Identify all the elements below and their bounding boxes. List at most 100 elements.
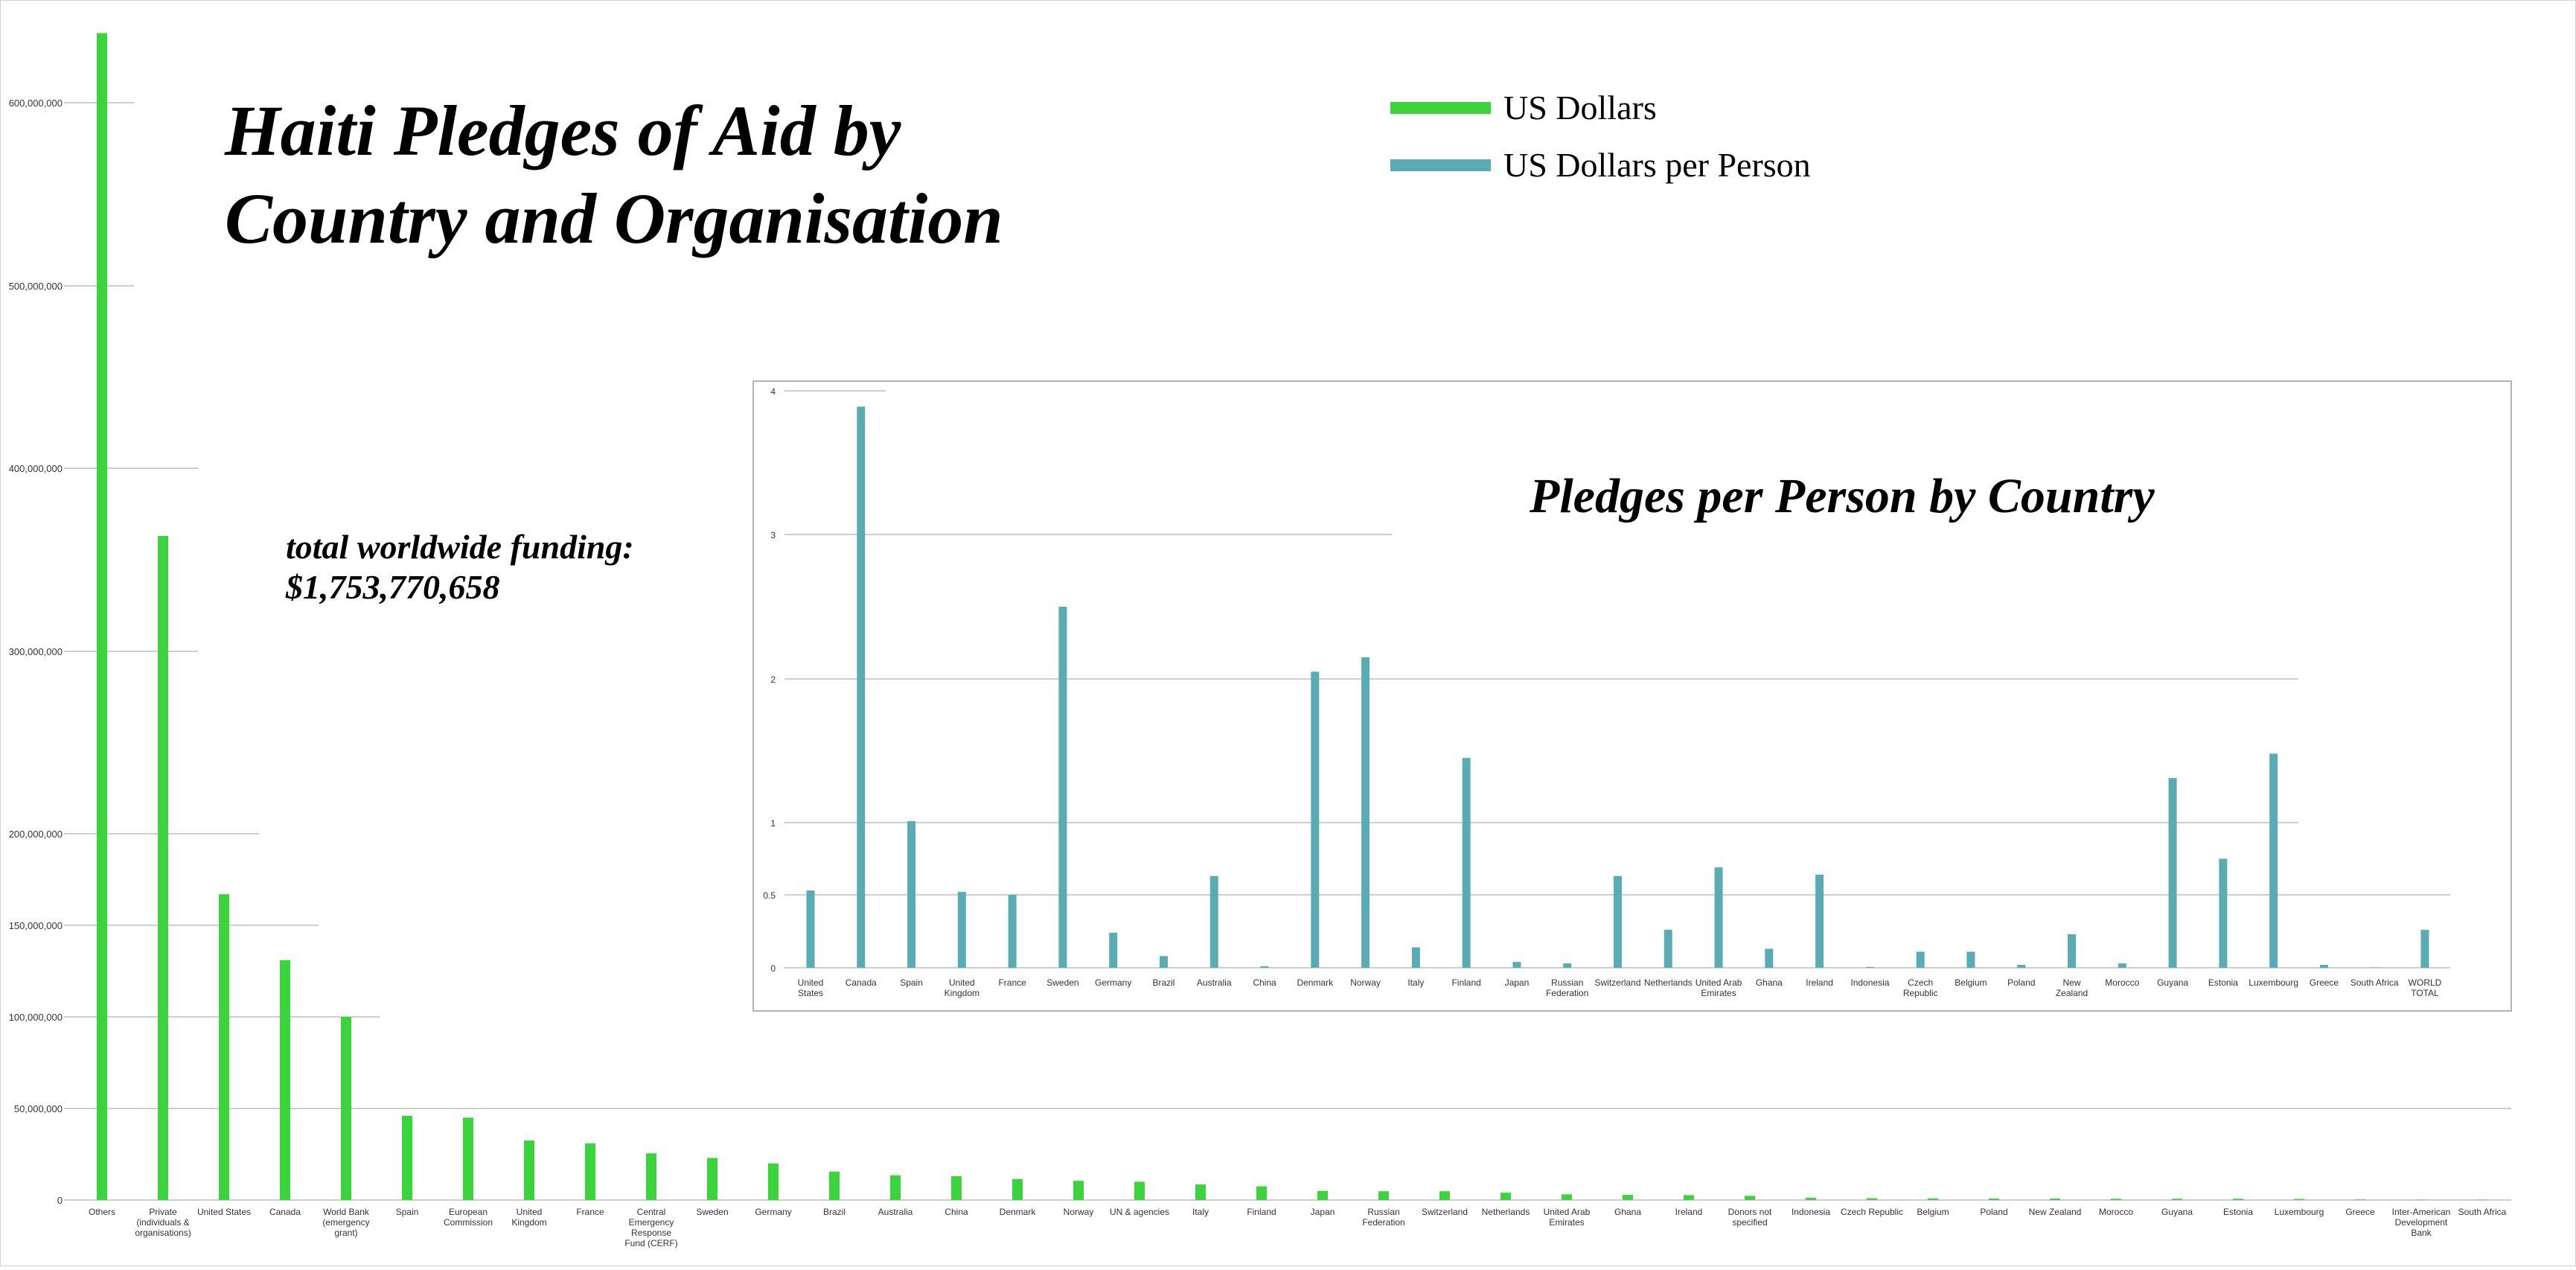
main-x-tick-label: grant) xyxy=(334,1228,357,1238)
inset-x-tick-label: Finland xyxy=(1451,977,1480,988)
main-bar xyxy=(2355,1199,2365,1200)
main-bar xyxy=(646,1153,656,1200)
main-bar xyxy=(1684,1195,1694,1200)
main-x-tick-label: Emirates xyxy=(1549,1217,1584,1228)
main-bar xyxy=(341,1017,351,1200)
main-bar xyxy=(2172,1199,2182,1200)
inset-x-tick-label: Luxembourg xyxy=(2249,977,2298,988)
inset-x-tick-label: Federation xyxy=(1546,988,1588,998)
inset-x-tick-label: Ireland xyxy=(1806,977,1833,988)
inset-bar xyxy=(2370,967,2379,968)
main-y-tick-label: 400,000,000 xyxy=(9,463,63,474)
inset-y-tick-label: 1 xyxy=(770,818,776,829)
main-x-tick-label: France xyxy=(576,1207,604,1217)
inset-bar xyxy=(1765,948,1774,968)
inset-bar xyxy=(2319,965,2328,968)
main-bar xyxy=(1867,1198,1877,1200)
main-x-tick-label: Japan xyxy=(1311,1207,1335,1217)
main-x-tick-label: Others xyxy=(89,1207,115,1217)
main-bar xyxy=(463,1117,473,1200)
inset-y-tick-label: 0 xyxy=(770,963,776,974)
main-x-tick-label: Emergency xyxy=(629,1217,674,1228)
main-y-tick-label: 500,000,000 xyxy=(9,281,63,292)
inset-chart-y-tick-labels: 0 0.5 1 2 3 4 xyxy=(763,386,776,974)
inset-x-tick-label: Indonesia xyxy=(1850,977,1889,988)
inset-bar xyxy=(2420,930,2429,968)
main-x-tick-label: Denmark xyxy=(1000,1207,1037,1217)
main-x-tick-label: Canada xyxy=(269,1207,301,1217)
inset-x-tick-label: Russian xyxy=(1551,977,1583,988)
main-x-tick-label: Spain xyxy=(396,1207,419,1217)
legend-label-us-dollars: US Dollars xyxy=(1503,89,1657,127)
inset-x-tick-label: Australia xyxy=(1197,977,1232,988)
main-x-tick-label: Central xyxy=(637,1207,666,1217)
main-bar xyxy=(2233,1199,2243,1200)
main-chart-x-tick-labels: Others Private(individuals &organisations… xyxy=(89,1207,2507,1248)
total-funding-annotation: total worldwide funding: $1,753,770,658 xyxy=(285,528,634,606)
main-x-tick-label: Netherlands xyxy=(1482,1207,1530,1217)
inset-x-tick-label: Zealand xyxy=(2056,988,2088,998)
main-y-tick-label: 100,000,000 xyxy=(9,1012,63,1023)
main-x-tick-label: World Bank xyxy=(323,1207,370,1217)
main-x-tick-label: Commission xyxy=(444,1217,493,1228)
inset-bar xyxy=(1361,657,1370,968)
main-x-tick-label: Federation xyxy=(1362,1217,1404,1228)
main-bar xyxy=(280,960,290,1200)
main-x-tick-label: South Africa xyxy=(2458,1207,2507,1217)
main-bar xyxy=(1317,1190,1328,1200)
main-x-tick-label: Indonesia xyxy=(1792,1207,1830,1217)
main-x-tick-label: Development xyxy=(2395,1217,2448,1228)
main-y-tick-label: 600,000,000 xyxy=(9,98,63,109)
main-x-tick-label: Germany xyxy=(755,1207,791,1217)
main-bar xyxy=(2477,1199,2487,1200)
main-x-tick-label: Czech Republic xyxy=(1841,1207,1903,1217)
inset-bar xyxy=(2068,934,2077,968)
main-bar xyxy=(1439,1191,1450,1200)
inset-bar xyxy=(1663,930,1672,968)
main-x-tick-label: Italy xyxy=(1192,1207,1209,1217)
inset-bar xyxy=(1563,963,1572,968)
inset-bar xyxy=(2017,965,2026,968)
inset-x-tick-label: Canada xyxy=(846,977,877,988)
main-x-tick-label: Belgium xyxy=(1917,1207,1949,1217)
main-x-tick-label: (individuals & xyxy=(136,1217,189,1228)
inset-bar xyxy=(1714,867,1723,968)
inset-x-tick-label: Netherlands xyxy=(1644,977,1693,988)
inset-bar xyxy=(1209,875,1218,968)
inset-x-tick-label: Switzerland xyxy=(1594,977,1640,988)
main-x-tick-label: United xyxy=(517,1207,543,1217)
inset-x-tick-label: Norway xyxy=(1350,977,1381,988)
main-bar xyxy=(97,33,107,1200)
inset-x-tick-label: Belgium xyxy=(1955,977,1987,988)
inset-x-tick-label: Denmark xyxy=(1297,977,1334,988)
inset-x-tick-label: Poland xyxy=(2007,977,2035,988)
legend-swatch-us-dollars-per-person xyxy=(1390,159,1491,171)
main-x-tick-label: specified xyxy=(1732,1217,1767,1228)
main-bar xyxy=(2416,1199,2426,1200)
inset-x-tick-label: United xyxy=(798,977,824,988)
main-x-tick-label: Private xyxy=(149,1207,177,1217)
main-x-tick-label: organisations) xyxy=(135,1228,191,1238)
inset-bar xyxy=(1159,956,1168,968)
main-bar xyxy=(890,1175,901,1200)
legend-label-us-dollars-per-person: US Dollars per Person xyxy=(1503,146,1811,184)
inset-bar xyxy=(1411,947,1420,968)
main-bar xyxy=(1256,1186,1267,1200)
main-x-tick-label: UN & agencies xyxy=(1110,1207,1169,1217)
main-x-tick-label: Russian xyxy=(1367,1207,1399,1217)
main-x-tick-label: Bank xyxy=(2411,1228,2432,1238)
inset-x-tick-label: United xyxy=(949,977,975,988)
inset-bar xyxy=(857,406,866,968)
main-chart-bars xyxy=(97,33,2487,1200)
inset-x-tick-label: Ghana xyxy=(1756,977,1783,988)
main-bar xyxy=(1500,1193,1511,1200)
main-bar xyxy=(1073,1181,1084,1200)
inset-bar xyxy=(1462,758,1471,968)
legend-swatch-us-dollars xyxy=(1390,102,1491,114)
inset-x-tick-label: Kingdom xyxy=(945,988,979,998)
main-x-tick-label: European xyxy=(449,1207,488,1217)
inset-bar xyxy=(1966,951,1975,968)
main-x-tick-label: Switzerland xyxy=(1422,1207,1468,1217)
